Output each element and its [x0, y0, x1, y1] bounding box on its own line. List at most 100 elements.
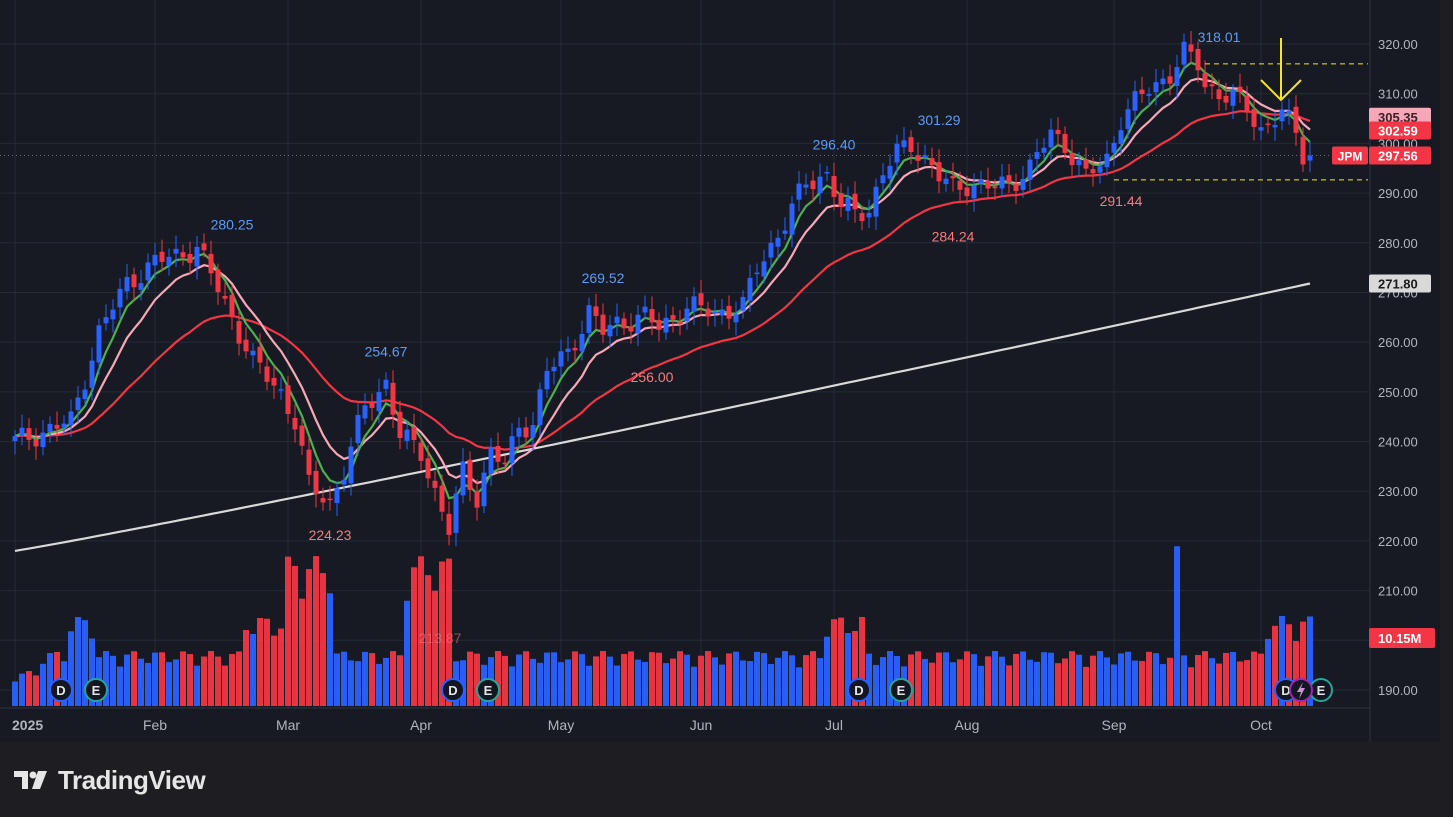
- volume-bar: [810, 651, 816, 706]
- volume-bar: [775, 657, 781, 706]
- candle-body: [229, 294, 235, 318]
- volume-bar: [726, 653, 732, 706]
- lightning-bolt-icon: [1297, 682, 1305, 699]
- volume-bar: [299, 598, 305, 706]
- candle-body: [1181, 41, 1187, 65]
- volume-bar: [1146, 651, 1152, 706]
- candle: [1041, 138, 1047, 160]
- dividend-marker: D: [847, 678, 871, 702]
- candle: [614, 303, 620, 337]
- volume-bar: [460, 660, 466, 706]
- volume-bar: [439, 561, 445, 706]
- volume-bar: [355, 661, 361, 706]
- candle-body: [719, 309, 725, 316]
- swing-label: 318.01: [1198, 29, 1241, 45]
- candle-body: [985, 181, 991, 189]
- candle-body: [1167, 76, 1173, 84]
- candle-body: [474, 491, 480, 508]
- candle: [670, 306, 676, 333]
- volume-bar: [663, 663, 669, 706]
- volume-bar: [152, 652, 158, 706]
- volume-bar: [691, 666, 697, 706]
- candle-body: [726, 305, 732, 319]
- volume-bar: [397, 655, 403, 706]
- volume-bar: [1230, 652, 1236, 706]
- candle-body: [1006, 175, 1012, 183]
- candle: [404, 419, 410, 450]
- candle: [1286, 98, 1292, 125]
- volume-bar: [1097, 651, 1103, 706]
- month-tick-label: 2025: [12, 717, 43, 733]
- chart-area[interactable]: 280.25 224.23 254.67 269.52 256.00 296.40 301.…: [0, 0, 1440, 742]
- candle: [1237, 73, 1243, 103]
- candle: [691, 287, 697, 326]
- candle-body: [404, 429, 410, 441]
- volume-bar: [719, 664, 725, 706]
- candle-body: [705, 308, 711, 317]
- candle-body: [159, 251, 165, 262]
- candle-body: [1237, 86, 1243, 93]
- candle-body: [313, 470, 319, 495]
- candle-body: [460, 461, 466, 496]
- candle: [334, 481, 340, 516]
- volume-bar: [411, 567, 417, 706]
- volume-bar: [621, 653, 627, 706]
- candle-body: [257, 346, 263, 363]
- candle: [1118, 117, 1124, 154]
- volume-bar: [334, 653, 340, 706]
- candle: [1181, 33, 1187, 72]
- volume-bar: [593, 656, 599, 706]
- volume-bar: [537, 662, 543, 706]
- volume-bar: [250, 634, 256, 706]
- candle: [509, 423, 515, 476]
- swing-label: 254.67: [365, 344, 408, 360]
- candle-body: [243, 339, 249, 352]
- candle: [1055, 117, 1061, 147]
- volume-bar: [572, 651, 578, 706]
- volume-bar: [124, 654, 130, 706]
- swing-label: 269.52: [582, 270, 625, 286]
- candle: [873, 178, 879, 230]
- candle: [1097, 157, 1103, 184]
- price-chart[interactable]: 280.25 224.23 254.67 269.52 256.00 296.40 301.…: [0, 0, 1440, 742]
- volume-bar: [670, 658, 676, 706]
- volume-bar: [341, 651, 347, 706]
- down-arrow-head-icon: [1260, 79, 1302, 102]
- candle: [26, 418, 32, 451]
- candle: [467, 451, 473, 502]
- volume-bar: [1132, 660, 1138, 706]
- candle-body: [936, 162, 942, 182]
- swing-label: 280.25: [211, 217, 254, 233]
- candle: [243, 327, 249, 359]
- volume-bar: [761, 653, 767, 706]
- candle-body: [908, 137, 914, 153]
- dividend-marker: D: [49, 678, 73, 702]
- volume-tag-bg: [1369, 628, 1435, 648]
- volume-bar: [180, 651, 186, 706]
- volume-bar: [509, 666, 515, 706]
- volume-bar: [1223, 652, 1229, 706]
- volume-bar: [82, 620, 88, 706]
- candle: [551, 357, 557, 385]
- candle: [915, 142, 921, 174]
- candle: [1265, 115, 1271, 134]
- candle-body: [215, 269, 221, 293]
- candle: [460, 447, 466, 504]
- volume-bar: [817, 658, 823, 706]
- candle-body: [47, 423, 53, 432]
- volume-bar: [782, 651, 788, 706]
- candle: [649, 296, 655, 336]
- candle: [376, 378, 382, 424]
- volume-bar: [635, 659, 641, 706]
- volume-bar: [642, 661, 648, 706]
- candle: [1006, 164, 1012, 193]
- candle: [215, 263, 221, 305]
- candle-body: [1111, 142, 1117, 153]
- candle: [1020, 165, 1026, 198]
- candle: [1307, 142, 1313, 173]
- volume-bar: [432, 590, 438, 706]
- candle: [1027, 153, 1033, 192]
- candle: [152, 243, 158, 279]
- candle: [1160, 69, 1166, 92]
- candle: [327, 485, 333, 511]
